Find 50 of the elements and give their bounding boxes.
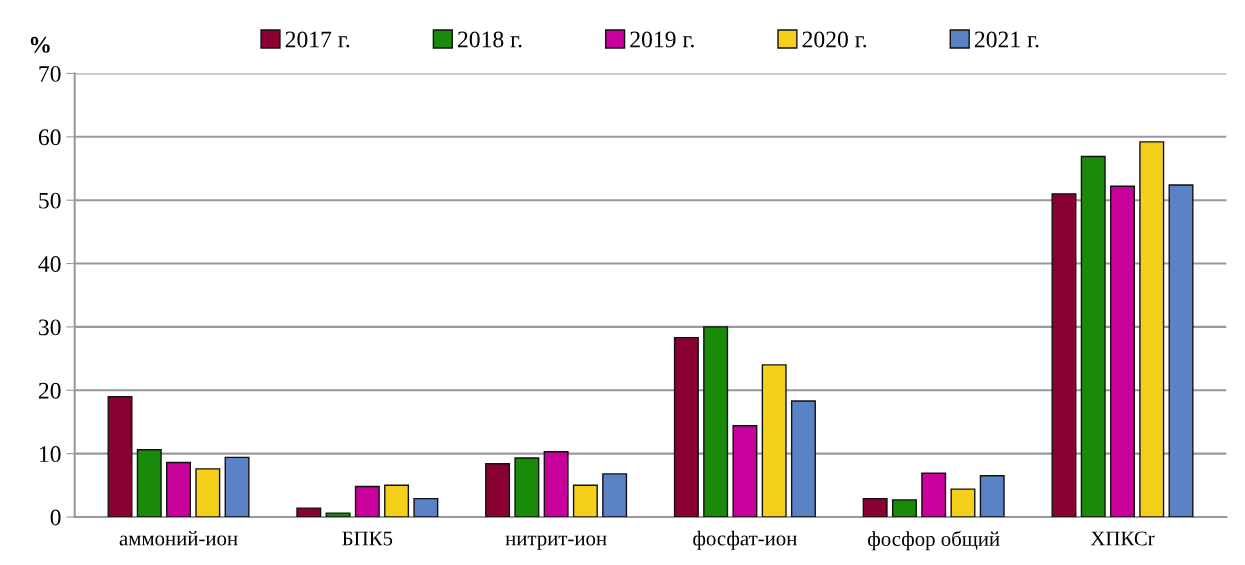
bar [325,512,351,517]
bar [891,499,917,517]
y-tick-label: 70 [39,65,61,82]
y-tick-label: 10 [39,446,61,463]
bar [1109,185,1135,517]
bar [384,484,410,517]
bar [107,395,133,517]
bar [354,485,380,517]
bar [862,497,888,517]
x-tick-label: ХПКСr [1090,531,1155,546]
bar [673,336,699,517]
x-tick-label: фосфат-ион [693,530,797,550]
bar [195,468,221,517]
y-tick-label: 30 [39,319,61,336]
legend-label: 2017 г. [285,31,350,48]
bar [1139,141,1165,517]
x-tick-label: нитрит-ион [505,535,607,550]
bar [166,461,192,517]
bar [979,475,1005,517]
y-tick-label: 40 [38,256,61,272]
y-tick-label: 60 [38,129,61,146]
y-axis-title: % [30,36,50,53]
bar [224,456,250,517]
x-tick-label: аммоний-ион [119,531,238,546]
bar [602,473,628,517]
legend-label: 2018 г. [458,31,522,48]
y-tick-label: 0 [50,509,61,526]
bar [413,497,439,517]
y-tick-label: 20 [38,382,61,399]
bar [703,326,729,517]
bar [296,507,322,517]
bar [572,484,598,517]
x-tick-label: БПК5 [342,531,393,546]
bar [950,488,976,517]
x-tick-label: фосфор общий [868,530,1000,551]
bar [514,457,540,517]
y-tick-label: 50 [39,192,61,209]
bar [543,451,569,517]
legend-label: 2019 г. [630,31,694,48]
legend-label: 2021 г. [974,31,1039,48]
bar [790,400,816,517]
bar [1168,184,1194,517]
legend-label: 2020 г. [802,31,867,48]
bar [485,463,511,517]
bar [136,449,162,517]
bar [761,364,787,517]
bar [1080,155,1106,517]
bar [921,472,947,517]
bar [732,425,758,517]
bar [1051,193,1077,517]
